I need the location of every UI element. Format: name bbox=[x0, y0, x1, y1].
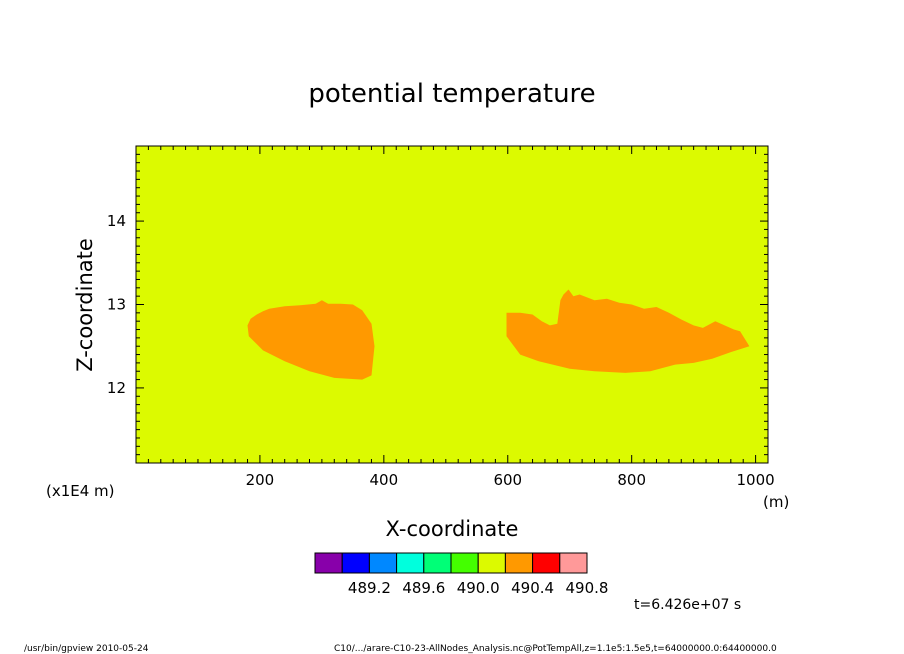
colorbar-swatch bbox=[450, 552, 479, 574]
colorbar-swatch bbox=[423, 552, 452, 574]
colorbar-swatch bbox=[504, 552, 534, 574]
x-tick-label: 800 bbox=[617, 471, 646, 489]
footer-right: C10/.../arare-C10-23-AllNodes_Analysis.n… bbox=[334, 644, 777, 654]
colorbar-label: 490.8 bbox=[566, 579, 609, 597]
y-axis-label: Z-coordinate bbox=[73, 238, 97, 372]
x-unit-label: (m) bbox=[763, 493, 789, 511]
footer-left: /usr/bin/gpview 2010-05-24 bbox=[24, 644, 149, 654]
chart-title: potential temperature bbox=[308, 79, 595, 109]
colorbar-swatch bbox=[477, 552, 506, 574]
colorbar-swatch bbox=[559, 552, 588, 574]
y-tick-label: 14 bbox=[107, 212, 126, 230]
x-tick-label: 200 bbox=[246, 471, 275, 489]
x-ticks: 200 400 600 800 1000 bbox=[135, 146, 775, 489]
time-label: t=6.426e+07 s bbox=[634, 597, 741, 613]
contour-regions bbox=[247, 289, 750, 380]
colorbar-label: 490.0 bbox=[457, 579, 500, 597]
colorbar-swatch bbox=[532, 552, 561, 574]
colorbar-swatch bbox=[314, 552, 343, 574]
x-tick-label: 600 bbox=[493, 471, 522, 489]
x-tick-label: 1000 bbox=[737, 471, 775, 489]
colorbar-swatch bbox=[341, 552, 370, 574]
colorbar-swatch bbox=[396, 552, 425, 574]
y-ticks: 12 13 14 bbox=[107, 145, 768, 464]
y-tick-label: 12 bbox=[107, 379, 126, 397]
colorbar-label: 490.4 bbox=[511, 579, 554, 597]
colorbar-label: 489.6 bbox=[402, 579, 445, 597]
y-tick-label: 13 bbox=[107, 296, 126, 314]
colorbar: 489.2 489.6 490.0 490.4 490.8 bbox=[314, 552, 609, 597]
x-tick-label: 400 bbox=[370, 471, 399, 489]
y-scale-label: (x1E4 m) bbox=[46, 482, 115, 500]
x-axis-label: X-coordinate bbox=[386, 517, 519, 541]
contour-region-2 bbox=[506, 289, 750, 373]
contour-region-1 bbox=[247, 300, 375, 380]
plot-area: 200 400 600 800 1000 12 13 14 bbox=[107, 145, 775, 489]
colorbar-swatch bbox=[368, 552, 398, 574]
background-field bbox=[136, 146, 768, 463]
colorbar-label: 489.2 bbox=[348, 579, 391, 597]
